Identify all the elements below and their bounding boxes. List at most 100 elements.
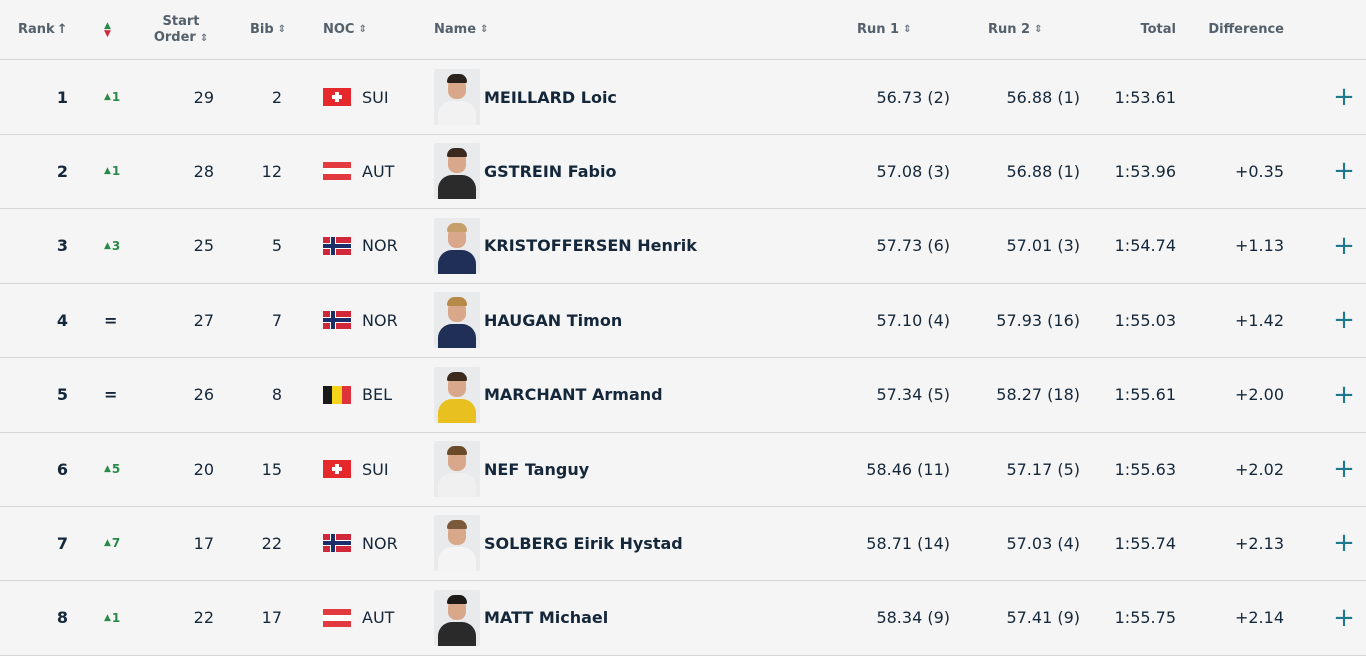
avatar-hair xyxy=(447,74,467,83)
expand-row-button[interactable]: + xyxy=(1330,209,1358,283)
athlete-name[interactable]: SOLBERG Eirik Hystad xyxy=(484,533,683,553)
plus-icon[interactable]: + xyxy=(1333,305,1355,336)
start-order-header[interactable]: Start Order ⇕ xyxy=(154,0,208,59)
plus-icon[interactable]: + xyxy=(1333,230,1355,261)
athlete-name[interactable]: GSTREIN Fabio xyxy=(484,161,617,181)
plus-icon[interactable]: + xyxy=(1333,454,1355,484)
aut-flag-icon xyxy=(323,162,351,181)
athlete-name-cell[interactable]: HAUGAN Timon xyxy=(484,283,844,357)
expand-row-button[interactable]: + xyxy=(1330,581,1358,655)
start-order-cell: 26 xyxy=(170,358,214,432)
plus-icon[interactable]: + xyxy=(1333,156,1355,187)
rank-value: 5 xyxy=(56,385,68,405)
expand-row-button[interactable]: + xyxy=(1330,432,1358,506)
run1-value: 58.34 (9) xyxy=(876,608,950,628)
total-value: 1:55.74 xyxy=(1114,533,1176,553)
athlete-name-cell[interactable]: NEF Tanguy xyxy=(484,432,844,506)
athlete-name[interactable]: KRISTOFFERSEN Henrik xyxy=(484,236,697,256)
athlete-avatar xyxy=(434,292,480,349)
difference-cell: +2.14 xyxy=(1190,581,1284,655)
plus-icon[interactable]: + xyxy=(1333,82,1355,112)
table-row[interactable]: 3 ▲ 3 25 5 NOR KRISTOFFERSEN Henrik 57.73… xyxy=(0,209,1366,284)
run1-value: 57.08 (3) xyxy=(876,161,950,181)
difference-value: +2.13 xyxy=(1234,533,1284,553)
plus-icon[interactable]: + xyxy=(1333,528,1355,559)
start-order-value: 17 xyxy=(193,533,214,553)
expand-row-button[interactable]: + xyxy=(1330,358,1358,432)
table-row[interactable]: 8 ▲ 1 22 17 AUT MATT Michael 58.34 (9) 57… xyxy=(0,581,1366,656)
rank-change-value: 3 xyxy=(111,238,121,253)
bel-flag-icon xyxy=(323,385,351,404)
table-row[interactable]: 2 ▲ 1 28 12 AUT GSTREIN Fabio 57.08 (3) 5… xyxy=(0,134,1366,210)
noc-value: AUT xyxy=(362,161,395,181)
noc-cell: AUT xyxy=(362,581,422,655)
flag-cell xyxy=(323,134,351,208)
expand-row-button[interactable]: + xyxy=(1330,134,1358,208)
athlete-name[interactable]: MATT Michael xyxy=(484,608,609,628)
noc-header[interactable]: NOC ⇕ xyxy=(323,0,367,59)
expand-row-button[interactable]: + xyxy=(1330,283,1358,357)
movement-header[interactable]: ▲ ▼ xyxy=(104,0,111,59)
up-arrow-icon: ▲ xyxy=(104,166,111,177)
rank-header-label: Rank xyxy=(18,22,55,37)
start-order-label-1: Start xyxy=(162,13,200,29)
rank-value: 1 xyxy=(56,87,68,107)
sort-icon: ⇕ xyxy=(277,23,287,35)
athlete-photo-cell xyxy=(434,134,480,208)
sort-asc-icon: ↑ xyxy=(56,22,68,37)
table-row[interactable]: 6 ▲ 5 20 15 SUI NEF Tanguy 58.46 (11) 57.… xyxy=(0,432,1366,507)
difference-value: +2.14 xyxy=(1234,608,1284,628)
run2-cell: 57.41 (9) xyxy=(960,581,1080,655)
athlete-name-cell[interactable]: GSTREIN Fabio xyxy=(484,134,844,208)
sui-flag-icon xyxy=(323,88,351,106)
athlete-name-cell[interactable]: MATT Michael xyxy=(484,581,844,655)
athlete-name[interactable]: HAUGAN Timon xyxy=(484,310,623,330)
start-order-cell: 29 xyxy=(170,60,214,134)
noc-value: BEL xyxy=(362,385,392,405)
expand-row-button[interactable]: + xyxy=(1330,60,1358,134)
expand-row-button[interactable]: + xyxy=(1330,506,1358,580)
avatar-hair xyxy=(447,520,467,530)
table-row[interactable]: 1 ▲ 1 29 2 SUI MEILLARD Loic 56.73 (2) 56… xyxy=(0,60,1366,135)
avatar-hair xyxy=(447,371,467,381)
total-value: 1:55.61 xyxy=(1114,385,1176,405)
total-cell: 1:55.63 xyxy=(1090,432,1176,506)
run1-cell: 57.34 (5) xyxy=(820,358,950,432)
plus-icon[interactable]: + xyxy=(1333,602,1355,633)
table-row[interactable]: 7 ▲ 7 17 22 NOR SOLBERG Eirik Hystad 58.7… xyxy=(0,506,1366,582)
run2-value: 57.03 (4) xyxy=(1006,533,1080,553)
run1-header[interactable]: Run 1 ⇕ xyxy=(857,0,911,59)
bib-value: 8 xyxy=(271,385,282,405)
bib-cell: 5 xyxy=(240,209,282,283)
run1-value: 57.34 (5) xyxy=(876,385,950,405)
total-value: 1:55.03 xyxy=(1114,310,1176,330)
run2-cell: 57.01 (3) xyxy=(960,209,1080,283)
run2-cell: 57.17 (5) xyxy=(960,432,1080,506)
athlete-name-cell[interactable]: MARCHANT Armand xyxy=(484,358,844,432)
noc-cell: SUI xyxy=(362,432,422,506)
athlete-name[interactable]: MARCHANT Armand xyxy=(484,385,663,405)
run2-header[interactable]: Run 2 ⇕ xyxy=(988,0,1042,59)
bib-value: 7 xyxy=(271,310,282,330)
rank-value: 6 xyxy=(56,459,68,479)
sort-icon: ⇕ xyxy=(1034,23,1043,35)
athlete-name[interactable]: NEF Tanguy xyxy=(484,459,590,479)
athlete-photo-cell xyxy=(434,209,480,283)
athlete-name[interactable]: MEILLARD Loic xyxy=(484,87,617,107)
plus-icon[interactable]: + xyxy=(1333,379,1355,410)
name-header[interactable]: Name ⇕ xyxy=(434,0,488,59)
start-order-value: 27 xyxy=(193,310,214,330)
table-row[interactable]: 4 = 27 7 NOR HAUGAN Timon 57.10 (4) 57.9… xyxy=(0,283,1366,359)
athlete-name-cell[interactable]: MEILLARD Loic xyxy=(484,60,844,134)
noc-value: SUI xyxy=(362,459,389,479)
bib-header[interactable]: Bib ⇕ xyxy=(250,0,286,59)
run2-cell: 56.88 (1) xyxy=(960,134,1080,208)
rank-header[interactable]: Rank ↑ xyxy=(18,0,68,59)
start-order-value: 26 xyxy=(193,385,214,405)
athlete-name-cell[interactable]: SOLBERG Eirik Hystad xyxy=(484,506,844,580)
table-row[interactable]: 5 = 26 8 BEL MARCHANT Armand 57.34 (5) 5… xyxy=(0,358,1366,433)
athlete-name-cell[interactable]: KRISTOFFERSEN Henrik xyxy=(484,209,844,283)
total-cell: 1:54.74 xyxy=(1090,209,1176,283)
run2-value: 57.17 (5) xyxy=(1006,459,1080,479)
